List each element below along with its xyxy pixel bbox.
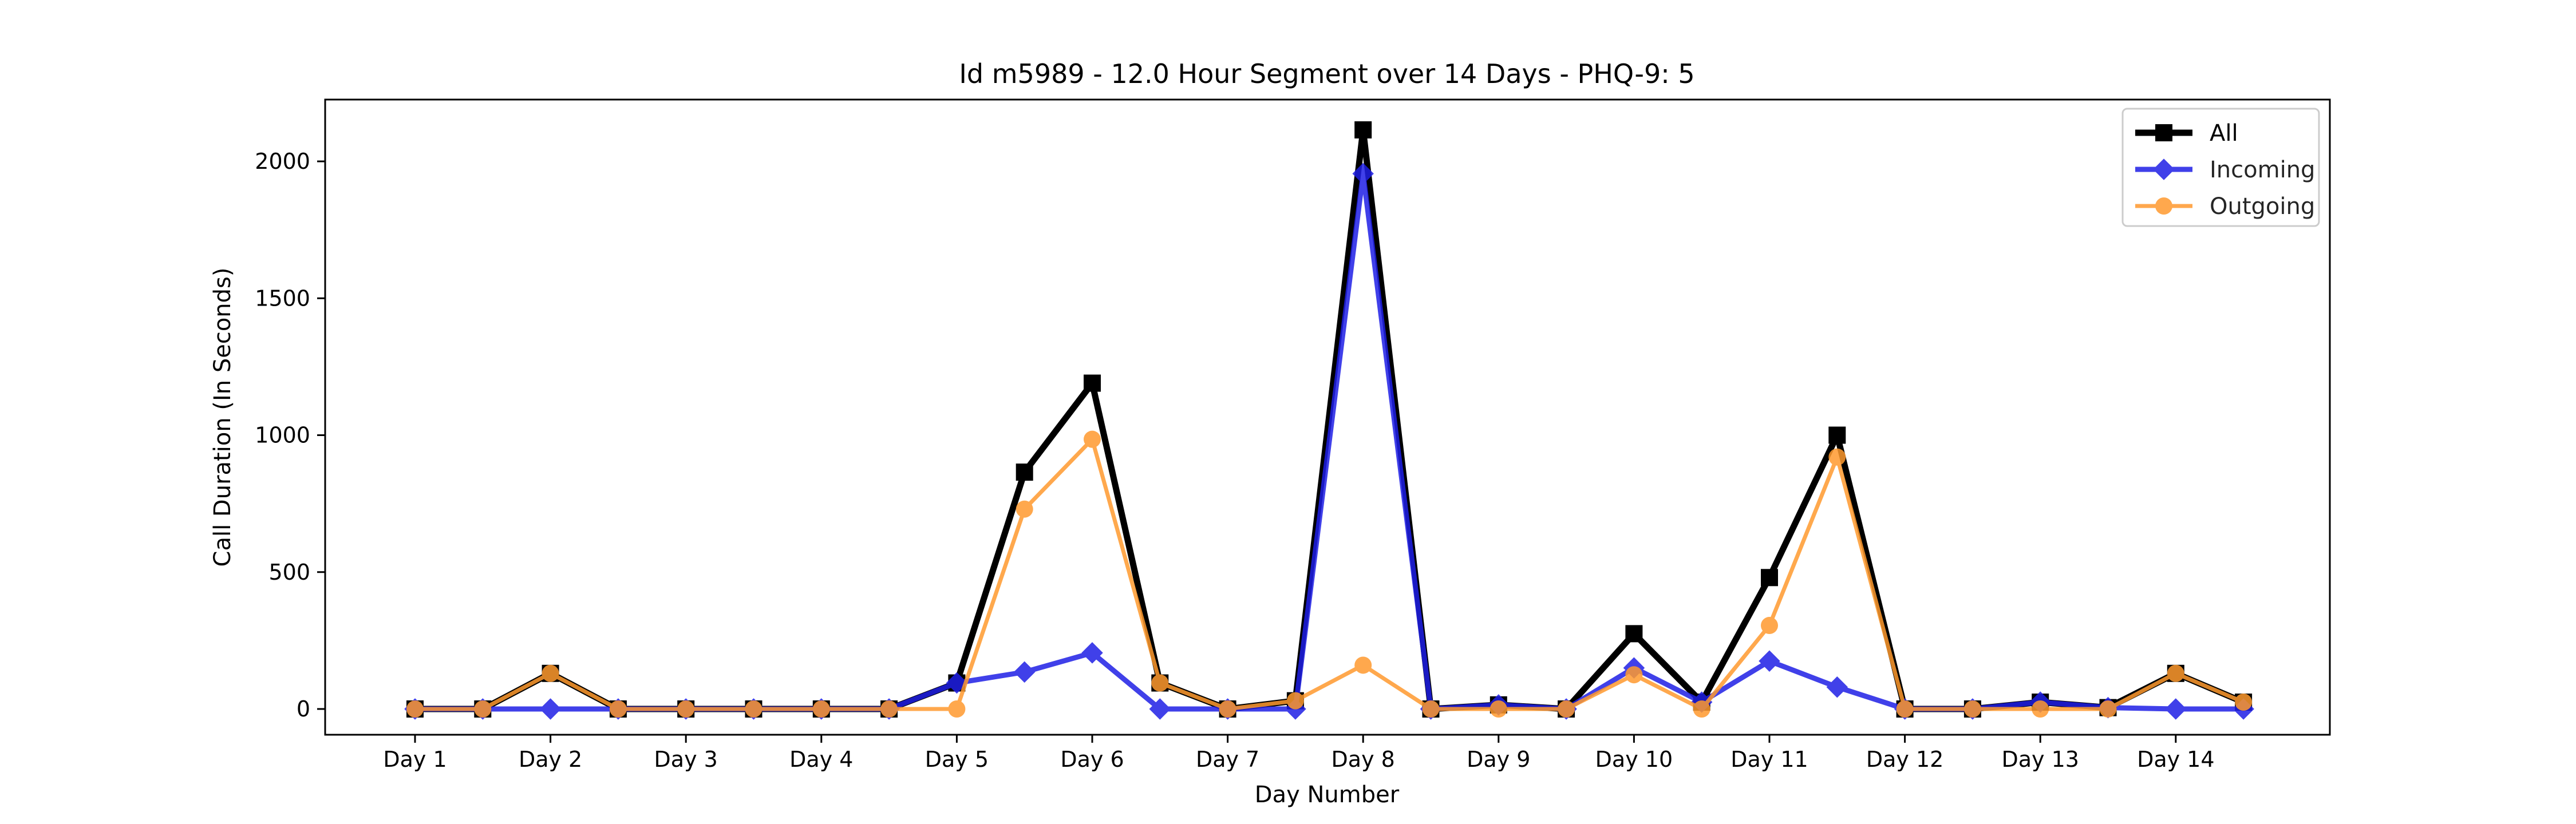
series-outgoing — [406, 430, 2253, 718]
x-tick-label: Day 8 — [1332, 747, 1395, 772]
data-point — [1422, 700, 1440, 718]
data-point — [1826, 676, 1848, 698]
x-tick-label: Day 11 — [1730, 747, 1808, 772]
legend-swatch-marker — [2155, 124, 2172, 141]
y-axis: 0 500 1000 1500 2000 — [255, 149, 325, 722]
legend-swatch-marker — [2153, 159, 2175, 180]
data-point — [880, 700, 898, 718]
data-point — [1354, 656, 1372, 674]
data-point — [1354, 121, 1372, 138]
data-point — [1149, 698, 1171, 720]
data-point — [745, 700, 762, 718]
data-point — [812, 700, 830, 718]
x-tick-label: Day 7 — [1196, 747, 1259, 772]
legend-label: Outgoing — [2210, 193, 2315, 220]
y-tick-label: 2000 — [255, 149, 310, 174]
data-point — [1084, 430, 1101, 448]
data-point — [1084, 374, 1101, 392]
data-point — [1896, 700, 1914, 718]
data-point — [1625, 625, 1643, 643]
x-tick-label: Day 13 — [2001, 747, 2079, 772]
data-point — [474, 700, 492, 718]
x-tick-label: Day 1 — [383, 747, 447, 772]
data-point — [2235, 694, 2253, 711]
x-tick-label: Day 4 — [789, 747, 853, 772]
series-line-incoming — [415, 171, 2244, 712]
legend-label: Incoming — [2210, 157, 2315, 183]
data-point — [1352, 163, 1374, 185]
series-all — [406, 121, 2253, 718]
data-point — [1761, 617, 1778, 635]
legend-item-outgoing: Outgoing — [2135, 193, 2315, 220]
data-point — [2099, 700, 2117, 718]
data-point — [1761, 569, 1778, 587]
data-point — [1013, 661, 1036, 683]
x-axis-label: Day Number — [1255, 782, 1400, 808]
series-line-outgoing — [415, 437, 2245, 711]
data-point — [677, 700, 695, 718]
legend-item-all: All — [2135, 120, 2238, 146]
data-point — [1693, 700, 1710, 718]
x-tick-label: Day 12 — [1866, 747, 1943, 772]
legend-item-incoming: Incoming — [2135, 157, 2315, 183]
x-tick-label: Day 5 — [925, 747, 989, 772]
y-tick-label: 500 — [268, 560, 310, 585]
data-point — [539, 698, 562, 720]
x-tick-label: Day 3 — [654, 747, 718, 772]
legend: All Incoming Outgoing — [2121, 108, 2320, 227]
data-point — [1286, 692, 1304, 710]
data-point — [1016, 464, 1033, 481]
series-incoming — [404, 163, 2254, 720]
x-tick-label: Day 10 — [1595, 747, 1673, 772]
plot-area — [324, 98, 2331, 736]
data-point — [406, 700, 424, 718]
data-point — [1151, 674, 1169, 692]
x-tick-label: Day 2 — [519, 747, 582, 772]
data-point — [1759, 650, 1780, 672]
data-point — [2165, 698, 2187, 720]
y-axis-label: Call Duration (In Seconds) — [210, 268, 236, 567]
data-point — [1963, 700, 1981, 718]
data-point — [2167, 664, 2184, 682]
series-line-all — [415, 126, 2245, 712]
data-point — [1625, 666, 1643, 684]
data-point — [1828, 448, 1846, 466]
legend-swatch-marker — [2155, 197, 2172, 215]
data-point — [1081, 642, 1103, 664]
data-point — [2032, 700, 2049, 718]
y-tick-label: 1000 — [255, 423, 310, 448]
data-point — [1828, 426, 1846, 444]
data-point — [1490, 700, 1507, 718]
y-tick-label: 0 — [297, 696, 310, 722]
data-point — [1558, 700, 1575, 718]
x-tick-label: Day 9 — [1467, 747, 1530, 772]
x-axis: Day 1 Day 2 Day 3 Day 4 Day 5 Day 6 Day 7 Day 8… — [383, 735, 2215, 772]
data-point — [948, 700, 966, 718]
data-point — [1016, 500, 1033, 518]
data-point — [542, 664, 559, 682]
data-point — [1219, 700, 1236, 718]
x-tick-label: Day 6 — [1060, 747, 1124, 772]
y-tick-label: 1500 — [255, 286, 310, 311]
x-tick-label: Day 14 — [2137, 747, 2214, 772]
legend-label: All — [2210, 120, 2238, 146]
series-layer — [404, 121, 2254, 720]
data-point — [609, 700, 627, 718]
chart-title: Id m5989 - 12.0 Hour Segment over 14 Day… — [959, 58, 1694, 89]
